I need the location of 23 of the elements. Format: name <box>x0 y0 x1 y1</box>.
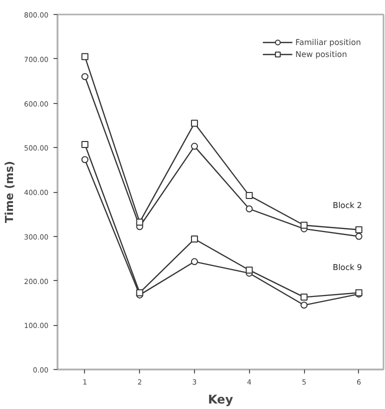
x-axis-title: Key <box>208 392 234 406</box>
annotation: Block 9 <box>332 262 362 272</box>
point <box>246 192 253 200</box>
point <box>300 222 308 229</box>
point <box>81 141 88 148</box>
point <box>300 302 308 309</box>
point <box>355 232 362 240</box>
annotation: Block 2 <box>332 200 362 210</box>
point <box>246 266 253 274</box>
legend-label: New position <box>295 49 348 59</box>
point <box>81 73 88 80</box>
point <box>246 205 253 212</box>
point <box>136 218 144 226</box>
legend-label: Familiar position <box>295 37 361 47</box>
point <box>81 53 88 60</box>
point <box>355 226 362 234</box>
point <box>81 156 88 164</box>
point <box>190 142 198 150</box>
y-axis-title: Time (ms) <box>3 160 16 224</box>
point <box>300 294 308 301</box>
point <box>190 120 198 127</box>
point <box>190 236 198 243</box>
point <box>190 258 198 266</box>
